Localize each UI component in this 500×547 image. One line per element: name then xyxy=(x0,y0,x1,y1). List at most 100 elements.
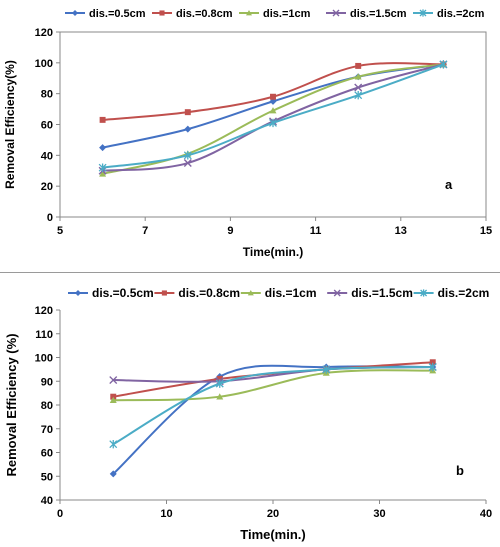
data-point xyxy=(98,163,107,172)
legend-item-2: dis.=1cm xyxy=(239,8,311,20)
y-tick-label: 100 xyxy=(35,353,53,365)
legend-label: dis.=1cm xyxy=(263,8,311,20)
data-point xyxy=(429,359,436,366)
legend-marker xyxy=(75,290,81,296)
y-tick-label: 120 xyxy=(35,27,53,39)
series-0 xyxy=(99,60,447,152)
legend-item-2: dis.=1cm xyxy=(240,286,317,300)
legend-label: dis.=1cm xyxy=(265,286,317,300)
data-point xyxy=(216,393,224,400)
series-line xyxy=(112,366,433,446)
legend-label: dis.=1.5cm xyxy=(350,8,407,20)
legend-label: dis.=0.8cm xyxy=(176,8,233,20)
legend-label: dis.=0.8cm xyxy=(178,286,240,300)
series-4 xyxy=(109,362,437,449)
y-tick-label: 40 xyxy=(41,495,53,507)
data-point xyxy=(109,470,117,478)
y-tick-label: 0 xyxy=(47,212,53,224)
legend-item-4: dis.=2cm xyxy=(413,8,485,20)
legend-label: dis.=1.5cm xyxy=(351,286,413,300)
legend-label: dis.=2cm xyxy=(438,286,490,300)
legend-item-1: dis.=0.8cm xyxy=(154,286,240,300)
data-point xyxy=(110,393,117,400)
x-tick-label: 11 xyxy=(310,225,322,237)
x-tick-label: 40 xyxy=(480,508,492,520)
x-tick-label: 15 xyxy=(480,225,492,237)
data-point xyxy=(99,144,107,152)
data-point xyxy=(270,93,276,100)
panel-label: b xyxy=(456,463,464,478)
y-tick-label: 80 xyxy=(41,400,53,412)
y-tick-label: 20 xyxy=(41,181,53,193)
series-line xyxy=(113,369,433,402)
legend-item-1: dis.=0.8cm xyxy=(152,8,233,20)
x-axis-label: Time(min.) xyxy=(240,527,306,542)
legend-marker xyxy=(72,10,78,16)
x-tick-label: 5 xyxy=(57,225,63,237)
series-4 xyxy=(98,60,448,172)
x-tick-label: 9 xyxy=(227,225,233,237)
data-point xyxy=(109,439,118,449)
x-tick-label: 13 xyxy=(395,225,407,237)
legend-marker xyxy=(419,9,427,17)
data-point xyxy=(183,151,192,160)
data-point xyxy=(215,379,224,388)
legend-item-0: dis.=0.5cm xyxy=(68,286,154,300)
legend-marker xyxy=(246,10,252,16)
data-point xyxy=(428,362,437,372)
x-tick-label: 30 xyxy=(373,508,385,520)
legend-marker xyxy=(420,289,428,297)
x-tick-label: 10 xyxy=(160,508,172,520)
data-point xyxy=(99,116,106,123)
data-point xyxy=(184,109,191,116)
legend-marker xyxy=(332,9,340,17)
legend-item-3: dis.=1.5cm xyxy=(327,286,413,300)
legend-label: dis.=2cm xyxy=(437,8,485,20)
y-tick-label: 80 xyxy=(41,89,53,101)
data-point xyxy=(355,62,362,69)
series-line xyxy=(102,63,444,172)
legend-marker xyxy=(161,290,167,296)
chart-panel-b: 40 50 60 70 80 90 100 110 120 0 10 20 30 40 Time(min.)… xyxy=(4,286,492,542)
legend-marker xyxy=(247,290,254,296)
data-point xyxy=(354,73,362,80)
y-tick-label: 100 xyxy=(35,58,53,70)
x-tick-label: 0 xyxy=(57,508,63,520)
y-axis-label: Removal Efficiency(%) xyxy=(3,60,17,189)
legend-item-0: dis.=0.5cm xyxy=(65,8,146,20)
data-point xyxy=(439,60,448,69)
panel-label: a xyxy=(445,177,453,192)
y-tick-label: 40 xyxy=(41,150,53,162)
y-tick-label: 50 xyxy=(41,471,53,483)
legend-item-3: dis.=1.5cm xyxy=(326,8,407,20)
legend-marker xyxy=(333,289,341,297)
data-point xyxy=(99,170,107,177)
y-axis-label: Removal Efficiency (%) xyxy=(4,333,19,476)
data-point xyxy=(184,125,192,133)
y-tick-label: 70 xyxy=(41,424,53,436)
chart-panel-a: 0 20 40 60 80 100 120 5 7 9 11 13 15 Time(min.) Remova… xyxy=(3,8,492,259)
data-point xyxy=(354,91,363,100)
y-tick-label: 90 xyxy=(41,376,53,388)
legend-marker xyxy=(159,10,165,16)
legend-item-4: dis.=2cm xyxy=(413,286,490,300)
series-2 xyxy=(99,60,447,177)
legend-label: dis.=0.5cm xyxy=(92,286,154,300)
y-tick-label: 110 xyxy=(35,329,53,341)
y-tick-label: 60 xyxy=(41,120,53,132)
data-point xyxy=(216,375,223,382)
x-tick-label: 20 xyxy=(267,508,279,520)
x-axis-label: Time(min.) xyxy=(243,245,303,259)
data-point xyxy=(269,118,277,128)
legend-label: dis.=0.5cm xyxy=(89,8,146,20)
data-point xyxy=(269,107,277,114)
data-point xyxy=(109,376,118,385)
panel-divider xyxy=(0,272,500,273)
data-point xyxy=(183,159,192,168)
x-tick-label: 7 xyxy=(142,225,148,237)
y-tick-label: 60 xyxy=(41,448,53,460)
y-tick-label: 120 xyxy=(35,305,53,317)
data-point xyxy=(109,396,117,404)
series-3 xyxy=(98,60,448,175)
